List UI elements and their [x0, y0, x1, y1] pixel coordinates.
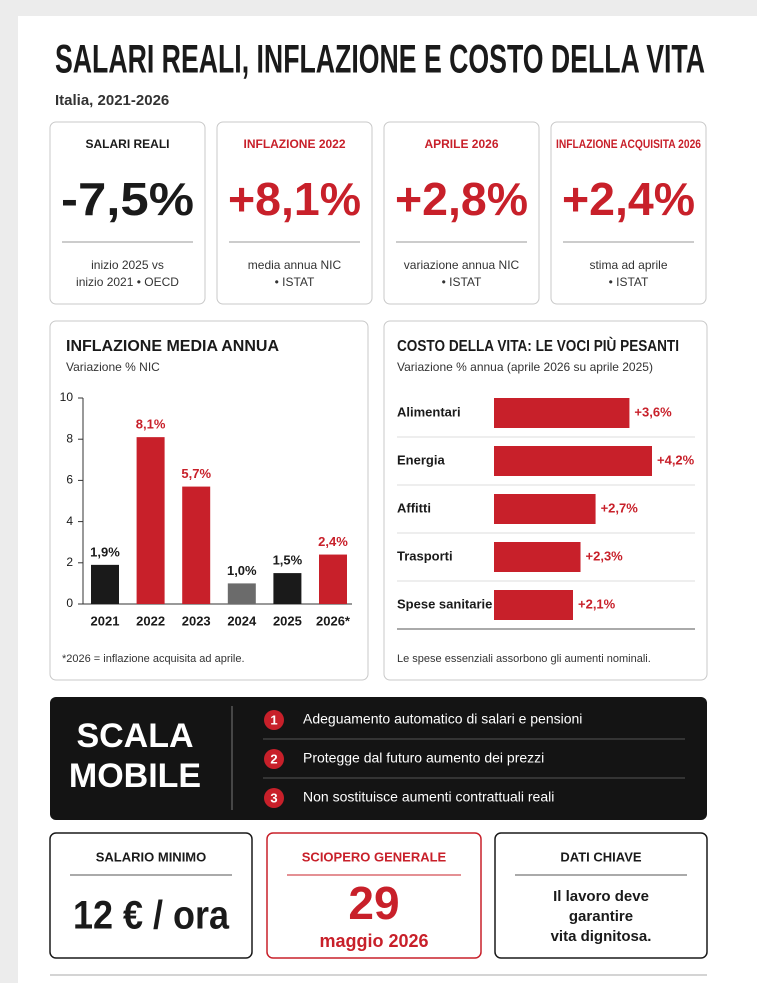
item-number: 3: [270, 790, 277, 805]
value-label: +2,7%: [601, 500, 639, 515]
card-value: 29: [348, 877, 399, 929]
x-tick-label: 2025: [273, 613, 302, 628]
kpi-note: stima ad aprile: [589, 258, 667, 272]
bar: [227, 583, 256, 604]
scala-title: MOBILE: [69, 757, 201, 795]
card-line: Il lavoro deve: [553, 888, 649, 905]
x-tick-label: 2022: [136, 613, 165, 628]
bar: [494, 542, 581, 572]
kpi-label: INFLAZIONE 2022: [243, 137, 345, 151]
scala-title: SCALA: [76, 717, 193, 755]
chart-subtitle: Variazione % NIC: [66, 360, 160, 374]
card-label: SALARIO MINIMO: [96, 849, 207, 864]
y-tick-label: 4: [66, 514, 73, 528]
category-label: Trasporti: [397, 548, 453, 563]
bar: [494, 590, 573, 620]
chart-title: COSTO DELLA VITA: LE VOCI PIÙ PESANTI: [397, 336, 679, 355]
kpi-note: inizio 2025 vs: [91, 258, 164, 272]
item-badge: [264, 788, 284, 808]
footnote: Le spese essenziali assorbono gli aument…: [397, 653, 651, 665]
card-label: SCIOPERO GENERALE: [302, 849, 447, 864]
card-label: DATI CHIAVE: [560, 849, 641, 864]
item-badge: [264, 710, 284, 730]
kpi-value: +2,4%: [562, 173, 695, 225]
x-tick-label: 2023: [182, 613, 211, 628]
kpi-note: variazione annua NIC: [404, 258, 520, 272]
category-label: Energia: [397, 452, 445, 467]
category-label: Spese sanitarie: [397, 596, 492, 611]
item-text: Non sostituisce aumenti contrattuali rea…: [303, 789, 554, 805]
kpi-value: +8,1%: [228, 173, 361, 225]
card-line: vita dignitosa.: [551, 928, 652, 945]
kpi-card: [216, 121, 373, 305]
bar: [494, 494, 596, 524]
value-label: 1,9%: [90, 544, 120, 559]
kpi-value: +2,8%: [395, 173, 528, 225]
value-label: +2,3%: [586, 548, 624, 563]
y-tick-label: 10: [60, 390, 74, 404]
kpi-note: • ISTAT: [275, 275, 315, 289]
value-label: +3,6%: [634, 404, 672, 419]
kpi-value: -7,5%: [61, 173, 194, 225]
bar: [494, 398, 630, 428]
y-tick-label: 8: [66, 431, 73, 445]
bottom-card: [266, 832, 482, 959]
kpi-card: [550, 121, 707, 305]
scala-mobile-box: [50, 697, 707, 820]
value-label: 2,4%: [318, 534, 348, 549]
bar: [136, 437, 165, 604]
kpi-card: [383, 121, 540, 305]
value-label: +4,2%: [657, 452, 695, 467]
item-number: 1: [270, 712, 277, 727]
value-label: +2,1%: [578, 596, 616, 611]
bottom-card: [494, 832, 708, 959]
item-text: Adeguamento automatico di salari e pensi…: [303, 711, 582, 727]
y-tick-label: 6: [66, 473, 73, 487]
category-label: Affitti: [397, 500, 431, 515]
value-label: 1,5%: [273, 553, 303, 568]
bar: [91, 564, 119, 604]
kpi-note: • ISTAT: [442, 275, 482, 289]
y-tick-label: 2: [66, 555, 73, 569]
y-tick-label: 0: [66, 596, 73, 610]
value-label: 1,0%: [227, 563, 257, 578]
subtitle: Italia, 2021-2026: [55, 92, 169, 109]
value-label: 5,7%: [181, 466, 211, 481]
kpi-note: • ISTAT: [609, 275, 649, 289]
chart-title: INFLAZIONE MEDIA ANNUA: [66, 338, 279, 355]
card-value: 12 € / ora: [73, 894, 230, 938]
footnote: *2026 = inflazione acquisita ad aprile.: [62, 653, 245, 665]
chart-subtitle: Variazione % annua (aprile 2026 su april…: [397, 360, 653, 374]
kpi-label: SALARI REALI: [86, 137, 170, 151]
kpi-label: INFLAZIONE ACQUISITA 2026: [556, 137, 701, 151]
kpi-note: inizio 2021 • OECD: [76, 275, 179, 289]
x-tick-label: 2021: [91, 613, 120, 628]
bar: [319, 554, 347, 604]
kpi-card: [49, 121, 206, 305]
bar: [494, 446, 652, 476]
item-text: Protegge dal futuro aumento dei prezzi: [303, 750, 544, 766]
value-label: 8,1%: [136, 417, 166, 432]
kpi-label: APRILE 2026: [424, 137, 498, 151]
item-number: 2: [270, 751, 277, 766]
bar: [182, 486, 211, 604]
kpi-note: media annua NIC: [248, 258, 342, 272]
item-badge: [264, 749, 284, 769]
title: SALARI REALI, INFLAZIONE E COSTO DELLA V…: [55, 38, 705, 82]
bottom-card: [49, 832, 253, 959]
card-line: garantire: [569, 908, 633, 925]
bar: [273, 573, 302, 604]
x-tick-label: 2026*: [316, 613, 351, 628]
category-label: Alimentari: [397, 404, 461, 419]
x-tick-label: 2024: [227, 613, 257, 628]
card-sub: maggio 2026: [319, 931, 428, 951]
